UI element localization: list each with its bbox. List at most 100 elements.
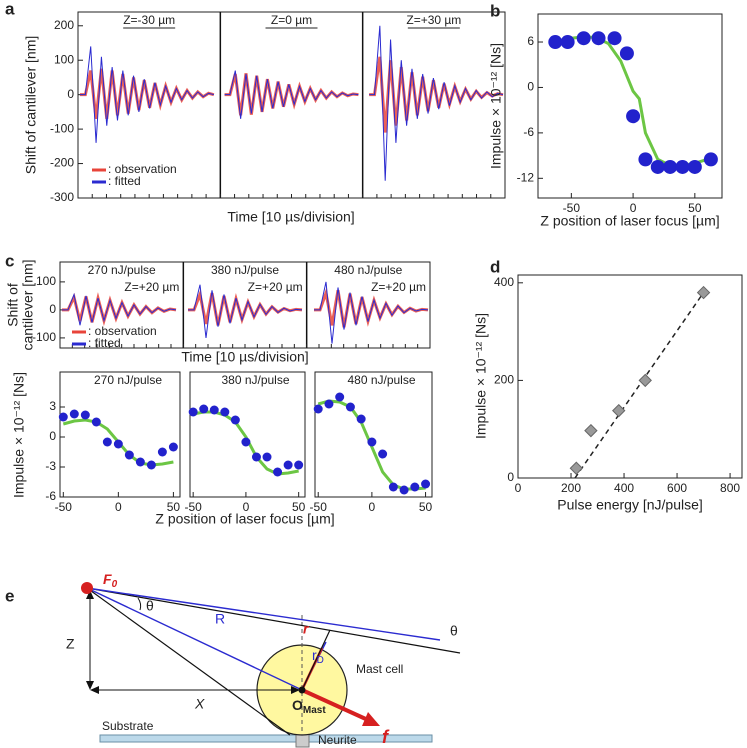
substrate-label: Substrate: [102, 719, 154, 733]
panel-label: e: [5, 586, 14, 605]
point: [157, 447, 167, 457]
x-tick-label: 50: [292, 500, 306, 514]
y-tick-label: 100: [54, 52, 74, 66]
tangent-line: [86, 587, 291, 736]
segment-label: 380 nJ/pulse: [211, 263, 279, 277]
segment-label: Z=+30 µm: [406, 13, 461, 27]
x-tick-label: -50: [563, 201, 581, 215]
plot-frame: [314, 371, 433, 498]
focus-dot: [81, 582, 93, 594]
x-tick-label: 0: [243, 500, 250, 514]
r-line: [86, 587, 303, 691]
plot-frame: [59, 371, 181, 498]
substrate-bar: [99, 734, 433, 743]
point: [262, 452, 272, 462]
point: [638, 373, 652, 388]
arrow-head: [86, 590, 94, 599]
panel-label: a: [5, 0, 15, 18]
point: [388, 482, 398, 492]
point: [421, 479, 431, 489]
point: [188, 407, 198, 417]
y-axis-label: Impulse × 10⁻¹² [Ns]: [473, 313, 489, 439]
x-tick-label: 600: [667, 481, 687, 495]
x-axis-label: Pulse energy [nJ/pulse]: [557, 497, 703, 513]
segment-label: 270 nJ/pulse: [88, 263, 156, 277]
point: [619, 46, 634, 61]
point: [91, 417, 101, 427]
point: [220, 407, 230, 417]
panel-annotation: 270 nJ/pulse: [94, 373, 162, 387]
f0-main: F: [103, 571, 112, 587]
x-tick-label: 50: [688, 201, 702, 215]
x-tick-label: 50: [419, 500, 433, 514]
point: [663, 159, 678, 174]
point: [591, 31, 606, 46]
f0-label: F0: [103, 571, 118, 590]
y-tick-label: 0: [527, 80, 534, 94]
point: [230, 415, 240, 425]
o-mast-label: OMast: [292, 697, 326, 716]
y-tick-label: -100: [32, 330, 56, 344]
point: [313, 404, 323, 414]
plot-frame: [189, 371, 306, 498]
r-big-label: R: [215, 611, 225, 627]
x-tick-label: -50: [310, 500, 328, 514]
diagram-e: F0 θ Z R X r rD θ Mast cell OMast f Subs…: [66, 571, 461, 748]
y-tick-label: 200: [494, 373, 514, 387]
point: [324, 399, 334, 409]
x-axis-label: Z position of laser focus [µm]: [540, 213, 719, 229]
point: [209, 405, 219, 415]
y-axis-label: Shift of cantilever [nm]: [23, 36, 39, 175]
point: [584, 423, 598, 438]
point: [345, 402, 355, 412]
f0-sub: 0: [112, 579, 118, 590]
x-tick-label: 200: [561, 481, 581, 495]
x-tick-label: 0: [515, 481, 522, 495]
segment-label: Z=-30 µm: [123, 13, 175, 27]
y-tick-label: -100: [50, 121, 74, 135]
z-label: Z=+20 µm: [371, 280, 426, 294]
point: [58, 412, 68, 422]
y-tick-label: -300: [50, 190, 74, 204]
y-axis-label: cantilever [nm]: [20, 259, 36, 350]
point: [241, 437, 251, 447]
r-small-label: r: [303, 621, 310, 637]
x-tick-label: 400: [614, 481, 634, 495]
y-axis-label: Impulse × 10⁻¹² [Ns]: [488, 43, 504, 169]
y-tick-label: 200: [54, 18, 74, 32]
point: [124, 450, 134, 460]
rd-label: rD: [312, 647, 324, 666]
point: [548, 35, 563, 50]
y-axis-label: Impulse × 10⁻¹² [Ns]: [11, 372, 27, 498]
legend-label: : fitted: [88, 336, 121, 350]
x-tick-label: 0: [630, 201, 637, 215]
panel-label: b: [490, 1, 500, 20]
point: [560, 35, 575, 50]
force-arrow-head: [362, 712, 380, 726]
point: [356, 414, 366, 424]
y-tick-label: 0: [49, 302, 56, 316]
point: [273, 467, 283, 477]
x-tick-label: 800: [720, 481, 740, 495]
point: [378, 449, 388, 459]
point: [410, 482, 420, 492]
y-tick-label: 100: [36, 274, 56, 288]
fit-line: [574, 292, 705, 479]
series-line: [62, 287, 429, 328]
y-tick-label: 0: [49, 429, 56, 443]
arrow-head: [291, 686, 300, 694]
y-tick-label: 400: [494, 275, 514, 289]
point: [283, 460, 293, 470]
y-axis-label: Shift of: [5, 283, 21, 327]
blue-line: [86, 587, 441, 641]
x-tick-label: 0: [115, 500, 122, 514]
point: [626, 109, 641, 124]
y-tick-label: 0: [67, 87, 74, 101]
point: [650, 159, 665, 174]
point: [69, 409, 79, 419]
x-axis-label: Time [10 µs/division]: [181, 349, 308, 365]
point: [703, 152, 718, 167]
point: [335, 392, 345, 402]
point: [569, 461, 584, 475]
y-tick-label: -6: [523, 125, 534, 139]
